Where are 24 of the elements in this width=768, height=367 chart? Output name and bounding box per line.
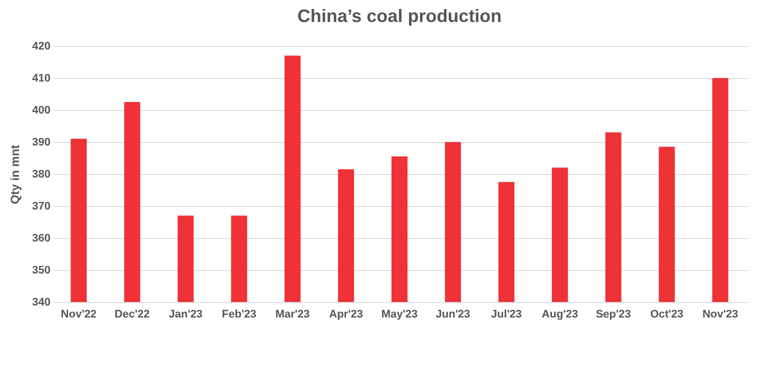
y-tick-label: 340 — [32, 296, 50, 308]
x-tick-label: Apr'23 — [329, 308, 363, 320]
chart-title: China’s coal production — [297, 6, 502, 26]
y-tick-label: 390 — [32, 136, 50, 148]
x-tick-label: Aug'23 — [542, 308, 578, 320]
x-tick-label: Mar'23 — [275, 308, 310, 320]
y-tick-label: 350 — [32, 264, 50, 276]
y-axis-title: Qty in mnt — [8, 144, 22, 204]
y-tick-label: 360 — [32, 232, 50, 244]
y-tick-label: 380 — [32, 168, 50, 180]
x-tick-label: May'23 — [381, 308, 418, 320]
x-tick-label: Nov'23 — [702, 308, 738, 320]
x-tick-label: Dec'22 — [114, 308, 150, 320]
y-tick-label: 410 — [32, 72, 50, 84]
x-tick-label: Jun'23 — [436, 308, 470, 320]
y-tick-label: 400 — [32, 104, 50, 116]
x-tick-label: Sep'23 — [596, 308, 631, 320]
y-tick-label: 370 — [32, 200, 50, 212]
x-tick-label: Jan'23 — [168, 308, 203, 320]
x-tick-label: Feb'23 — [222, 308, 256, 320]
y-tick-label: 420 — [32, 40, 50, 52]
x-tick-label: Oct'23 — [650, 308, 684, 320]
x-tick-label: Jul'23 — [491, 308, 522, 320]
x-tick-label: Nov'22 — [60, 308, 97, 320]
